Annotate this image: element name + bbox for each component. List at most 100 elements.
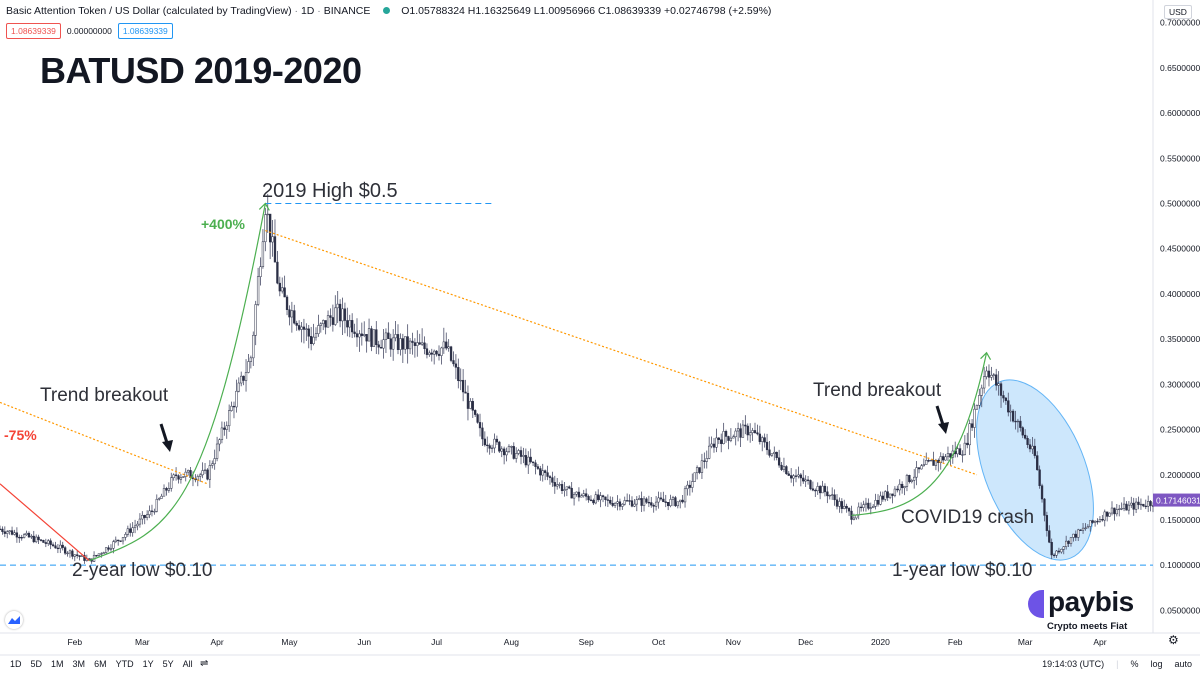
timeframe-5d[interactable]: 5D — [30, 659, 43, 669]
candle-body — [647, 502, 651, 504]
sell-button[interactable]: 1.08639339 — [6, 23, 61, 39]
candle-body — [131, 527, 134, 533]
candle-body — [331, 317, 335, 325]
gear-icon[interactable]: ⚙ — [1168, 633, 1179, 647]
candle-body — [524, 455, 527, 466]
x-tick-label: Oct — [652, 637, 666, 647]
candle-body — [218, 439, 221, 445]
candle-body — [109, 548, 113, 550]
candle-body — [341, 308, 344, 322]
candle-body — [281, 287, 284, 292]
timeframe-all[interactable]: All — [182, 659, 193, 669]
candle-body — [592, 499, 595, 504]
candle-body — [162, 488, 166, 497]
candle-body — [1016, 420, 1020, 423]
candle-body — [852, 517, 856, 520]
rally-arrowhead-2020 — [980, 351, 992, 360]
timeframe-ytd[interactable]: YTD — [115, 659, 134, 669]
candle-body — [150, 510, 154, 512]
candle-body — [826, 491, 829, 497]
candle-body — [580, 495, 583, 498]
interval-label[interactable]: 1D — [300, 5, 315, 17]
candle-body — [734, 430, 737, 438]
tradingview-logo-icon[interactable] — [5, 611, 23, 629]
candle-body — [1062, 546, 1065, 550]
candle-body — [112, 541, 115, 549]
timeframe-3m[interactable]: 3M — [72, 659, 86, 669]
candle-body — [700, 460, 704, 473]
candle-body — [355, 333, 359, 338]
timeframe-1m[interactable]: 1M — [51, 659, 64, 669]
symbol-name[interactable]: Basic Attention Token / US Dollar (calcu… — [6, 5, 292, 17]
timeframe-6m[interactable]: 6M — [94, 659, 107, 669]
x-tick-label: Aug — [504, 637, 519, 647]
spread-value: 0.00000000 — [66, 26, 112, 36]
auto-toggle[interactable]: auto — [1174, 659, 1192, 669]
candle-body — [343, 308, 347, 321]
candle-body — [770, 453, 774, 456]
candle-body — [500, 448, 503, 452]
candle-body — [449, 346, 453, 361]
candle-body — [1089, 520, 1092, 527]
candle-body — [78, 555, 81, 557]
date-range-icon[interactable]: ⇌ — [200, 658, 209, 669]
candle-body — [225, 425, 228, 430]
candle-body — [1036, 455, 1039, 471]
bottom-toolbar: 1D 5D 1M 3M 6M YTD 1Y 5Y All ⇌ 19:14:03 (UTC) | … — [0, 655, 1200, 675]
candle-body — [572, 494, 576, 499]
log-toggle[interactable]: log — [1150, 659, 1163, 669]
candle-body — [495, 438, 499, 443]
candle-body — [1019, 420, 1022, 428]
timeframe-1y[interactable]: 1Y — [142, 659, 154, 669]
candle-body — [828, 494, 831, 497]
candle-body — [293, 310, 296, 324]
candle-body — [413, 342, 417, 346]
candle-body — [688, 484, 692, 488]
candle-body — [401, 338, 404, 350]
trade-buttons: 1.08639339 0.00000000 1.08639339 — [6, 23, 173, 39]
candle-body — [879, 495, 882, 505]
candle-body — [351, 320, 354, 333]
candle-body — [133, 525, 137, 528]
candle-body — [604, 496, 607, 500]
candle-body — [527, 456, 530, 466]
candle-body — [1050, 542, 1053, 556]
candle-body — [457, 367, 460, 381]
candle-body — [1118, 508, 1121, 511]
candle-body — [584, 493, 588, 497]
annotation-trend-breakout-left: Trend breakout — [40, 385, 169, 406]
candle-body — [242, 375, 245, 381]
annotation-trend-breakout-right: Trend breakout — [813, 380, 942, 401]
candle-body — [862, 504, 865, 508]
candle-body — [213, 458, 216, 465]
candle-body — [1125, 503, 1128, 511]
candle-body — [925, 460, 928, 465]
candle-body — [857, 506, 860, 516]
candle-body — [674, 497, 677, 507]
candle-body — [252, 335, 255, 359]
timeframe-5y[interactable]: 5Y — [162, 659, 174, 669]
candle-body — [184, 471, 187, 477]
candle-body — [148, 510, 151, 515]
candle-body — [881, 495, 884, 500]
candle-body — [749, 432, 752, 436]
buy-button[interactable]: 1.08639339 — [117, 23, 173, 39]
candle-body — [845, 505, 848, 509]
candle-body — [968, 423, 971, 446]
candle-body — [973, 408, 976, 428]
candle-body — [992, 374, 995, 376]
currency-selector[interactable]: USD — [1164, 5, 1192, 19]
candle-body — [59, 544, 62, 549]
timeframe-1d[interactable]: 1D — [10, 659, 22, 669]
percent-toggle[interactable]: % — [1130, 659, 1139, 669]
candle-body — [32, 535, 35, 543]
candle-body — [220, 427, 224, 440]
candle-body — [428, 352, 431, 355]
candle-body — [1096, 520, 1099, 523]
candle-body — [1120, 508, 1123, 510]
candle-body — [1139, 503, 1143, 506]
candle-body — [211, 463, 214, 466]
